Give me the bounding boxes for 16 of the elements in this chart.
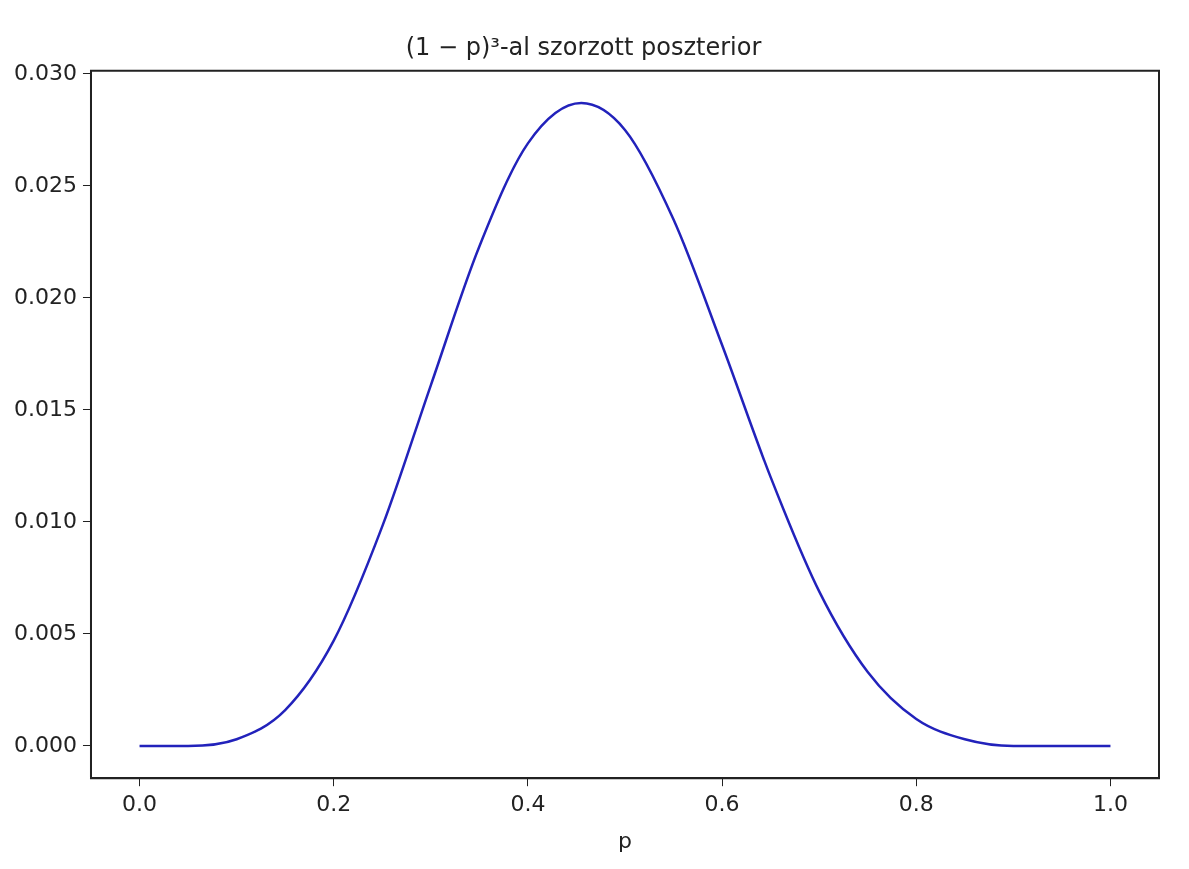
y-tick-label: 0.020	[14, 283, 77, 309]
x-tick-label: 0.6	[704, 791, 740, 817]
x-tick-label: 0.2	[316, 791, 352, 817]
y-tick-label: 0.025	[14, 171, 77, 197]
chart-title: (1 − p)³-al szorzott poszterior	[405, 32, 762, 61]
line-series	[138, 101, 1112, 748]
y-tick-label: 0.010	[14, 507, 77, 533]
x-tick-label: 0.0	[122, 791, 158, 817]
x-tick-label: 1.0	[1092, 791, 1128, 817]
y-tick-label: 0.000	[14, 731, 77, 757]
x-tick-label: 0.8	[898, 791, 934, 817]
y-tick-label: 0.005	[14, 619, 77, 645]
x-axis-title: p	[618, 827, 632, 853]
y-tick-label: 0.030	[14, 59, 77, 85]
x-tick-label: 0.4	[510, 791, 546, 817]
y-tick-label: 0.015	[14, 395, 77, 421]
